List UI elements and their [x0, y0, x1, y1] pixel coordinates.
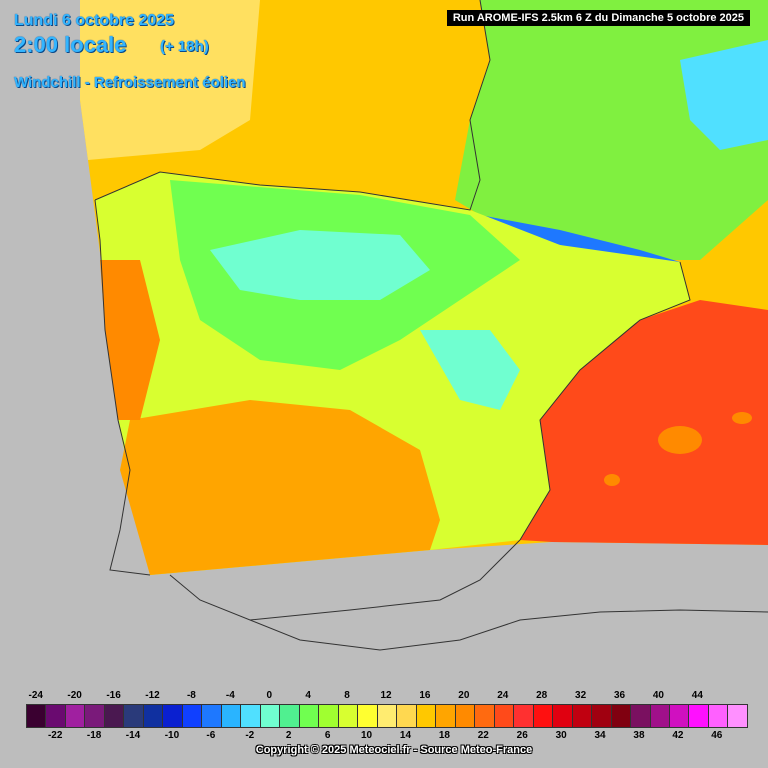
legend-swatch: [611, 705, 632, 727]
legend-swatch: [143, 705, 164, 727]
legend-tick-top: -4: [225, 690, 235, 701]
legend-swatch: [631, 705, 651, 727]
legend-tick-top: 28: [536, 690, 548, 701]
legend-tick-bottom: 42: [672, 730, 684, 741]
legend-tick-top: 4: [305, 690, 311, 701]
legend-swatch: [221, 705, 242, 727]
legend-swatch: [358, 705, 378, 727]
legend-swatch: [533, 705, 554, 727]
forecast-time: 2:00 locale: [14, 32, 127, 57]
legend-tick-top: 40: [652, 690, 664, 701]
legend-tick-bottom: 26: [516, 730, 528, 741]
legend-tick-top: -24: [28, 690, 43, 701]
legend-tick-bottom: 2: [285, 730, 292, 741]
legend-swatch: [46, 705, 66, 727]
legend-swatch: [436, 705, 456, 727]
legend-swatch: [475, 705, 495, 727]
legend-swatch: [728, 705, 747, 727]
forecast-date: Lundi 6 octobre 2025: [14, 12, 175, 29]
legend-tick-bottom: -10: [164, 730, 180, 741]
legend-tick-bottom: -18: [86, 730, 102, 741]
legend-swatch: [260, 705, 281, 727]
legend-swatch: [338, 705, 359, 727]
legend-swatch: [202, 705, 222, 727]
legend-swatch: [104, 705, 125, 727]
legend-swatch: [85, 705, 105, 727]
run-label: Run AROME-IFS 2.5km 6 Z du Dimanche 5 oc…: [446, 10, 750, 26]
legend-swatch: [650, 705, 670, 727]
legend-swatch: [163, 705, 183, 727]
legend-tick-top: 24: [497, 690, 509, 701]
legend-tick-bottom: -22: [47, 730, 63, 741]
legend-tick-top: 8: [344, 690, 350, 701]
legend-tick-bottom: 46: [711, 730, 723, 741]
legend-tick-top: 20: [458, 690, 470, 701]
legend-swatch: [377, 705, 398, 727]
legend-tick-bottom: 14: [399, 730, 412, 741]
mediterranean-sea: [520, 300, 768, 545]
forecast-lead: (+ 18h): [160, 38, 209, 55]
legend-tick-bottom: 30: [555, 730, 567, 741]
legend-swatch: [27, 705, 47, 727]
legend-tick-top: 44: [691, 690, 703, 701]
legend-swatch: [553, 705, 573, 727]
north-africa-coast: [249, 609, 768, 651]
iberian-system-cyan: [420, 330, 520, 410]
legend-swatch: [689, 705, 709, 727]
coastline-west: [94, 199, 151, 576]
coastline: [94, 0, 491, 211]
legend-swatch: [416, 705, 437, 727]
legend-tick-top: -8: [186, 690, 196, 701]
meseta-cyan: [210, 230, 430, 300]
menorca: [732, 412, 752, 424]
legend-tick-bottom: -2: [245, 730, 255, 741]
legend-tick-top: 0: [266, 690, 273, 701]
legend-swatch: [124, 705, 144, 727]
legend-tick-bottom: 34: [594, 730, 606, 741]
france-cold-alps: [680, 40, 768, 150]
legend-swatch: [299, 705, 320, 727]
legend-tick-bottom: 22: [477, 730, 489, 741]
legend-color-bar: [26, 704, 748, 728]
legend-swatch: [494, 705, 515, 727]
legend-tick-top: 16: [419, 690, 431, 701]
legend-tick-bottom: 6: [324, 730, 331, 741]
legend-tick-top: -16: [106, 690, 121, 701]
legend-swatch: [65, 705, 86, 727]
color-legend: Copyright © 2025 Meteociel.fr - Source M…: [0, 686, 768, 768]
legend-swatch: [708, 705, 729, 727]
legend-tick-top: 32: [575, 690, 587, 701]
legend-swatch: [241, 705, 261, 727]
legend-tick-bottom: -6: [206, 730, 216, 741]
legend-tick-top: 36: [613, 690, 626, 701]
copyright-text: Copyright © 2025 Meteociel.fr - Source M…: [255, 744, 533, 756]
south-warm: [120, 400, 440, 575]
legend-tick-bottom: -14: [125, 730, 141, 741]
legend-swatch: [514, 705, 534, 727]
mallorca: [658, 426, 702, 454]
legend-tick-top: 12: [380, 690, 392, 701]
map-subtitle: Windchill - Refroissement éolien: [14, 74, 246, 91]
legend-swatch: [669, 705, 690, 727]
legend-tick-bottom: 10: [360, 730, 373, 741]
legend-tick-top: -20: [67, 690, 82, 701]
portugal-coast-warm: [100, 260, 160, 420]
legend-swatch: [319, 705, 339, 727]
ibiza: [604, 474, 620, 486]
legend-swatch: [182, 705, 203, 727]
atlantic-sea: [80, 0, 260, 160]
legend-swatch: [592, 705, 612, 727]
legend-swatch: [572, 705, 593, 727]
legend-swatch: [280, 705, 300, 727]
legend-swatch: [455, 705, 476, 727]
legend-swatch: [397, 705, 417, 727]
legend-tick-bottom: 38: [633, 730, 645, 741]
legend-tick-bottom: 18: [438, 730, 450, 741]
legend-tick-top: -12: [145, 690, 160, 701]
